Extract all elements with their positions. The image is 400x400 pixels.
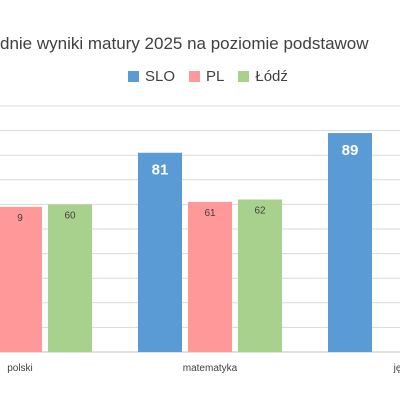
data-label: 81 (152, 162, 169, 179)
category-label: polski (7, 363, 33, 374)
legend: SLO PL Łódź (128, 68, 288, 85)
bar-d-1 (238, 199, 282, 352)
legend-swatch-pl (189, 71, 201, 82)
legend-label-lodz: Łódź (255, 68, 288, 85)
bar-pl-1 (188, 201, 232, 352)
bar-slo-1 (138, 152, 182, 352)
bar-d-0 (48, 204, 92, 352)
data-label: 62 (254, 205, 266, 216)
legend-label-slo: SLO (145, 68, 176, 85)
data-label: 61 (204, 208, 216, 219)
chart-title: dnie wyniki matury 2025 na poziomie pods… (0, 34, 369, 53)
data-label: 60 (64, 210, 76, 221)
bar-slo-2 (328, 133, 372, 352)
legend-swatch-slo (128, 71, 139, 82)
legend-item-pl: PL (189, 68, 224, 85)
legend-swatch-lodz (238, 71, 250, 82)
legend-label-pl: PL (206, 68, 225, 85)
data-label: 9 (17, 213, 23, 224)
category-label: matematyka (183, 363, 238, 374)
data-label: 89 (342, 142, 359, 159)
legend-item-lodz: Łódź (238, 68, 288, 85)
category-label: jęz (393, 363, 400, 374)
legend-item-slo: SLO (128, 68, 175, 85)
bar-pl-0 (0, 206, 42, 352)
